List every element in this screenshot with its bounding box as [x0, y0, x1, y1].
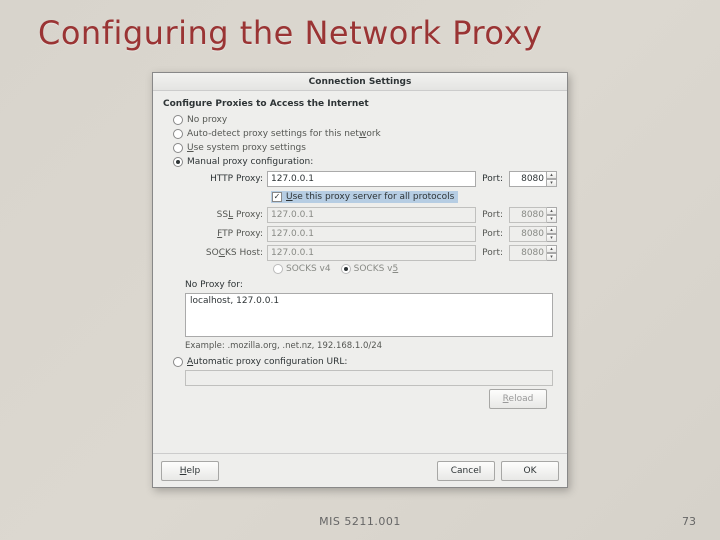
socks-proxy-input: 127.0.0.1: [267, 245, 476, 261]
radio-label: Manual proxy configuration:: [187, 157, 313, 167]
http-port-spinner[interactable]: 8080 ▴▾: [509, 171, 557, 187]
radio-icon: [273, 264, 283, 274]
radio-label: No proxy: [187, 115, 227, 125]
radio-icon: [173, 357, 183, 367]
radio-label: Use system proxy settings: [187, 143, 306, 153]
ftp-port-spinner: 8080 ▴▾: [509, 226, 557, 242]
ssl-proxy-label: SSL Proxy:: [203, 210, 263, 220]
ssl-proxy-row: SSL Proxy: 127.0.0.1 Port: 8080 ▴▾: [203, 207, 557, 223]
dialog-footer: Help Cancel OK: [153, 453, 567, 487]
port-label: Port:: [482, 248, 503, 258]
radio-auto-detect[interactable]: Auto-detect proxy settings for this netw…: [173, 129, 557, 139]
radio-icon: [173, 129, 183, 139]
ftp-proxy-input: 127.0.0.1: [267, 226, 476, 242]
no-proxy-for-textarea[interactable]: localhost, 127.0.0.1: [185, 293, 553, 337]
no-proxy-example: Example: .mozilla.org, .net.nz, 192.168.…: [185, 341, 557, 351]
ok-button[interactable]: OK: [501, 461, 559, 481]
socks-version-row: SOCKS v4 SOCKS v5: [273, 264, 557, 274]
group-title: Configure Proxies to Access the Internet: [163, 99, 557, 109]
slide-footer-course: MIS 5211.001: [0, 515, 720, 528]
dialog-titlebar[interactable]: Connection Settings: [153, 73, 567, 91]
socks-proxy-label: SOCKS Host:: [203, 248, 263, 258]
radio-system-proxy[interactable]: Use system proxy settings: [173, 143, 557, 153]
radio-label: Automatic proxy configuration URL:: [187, 357, 347, 367]
radio-label: Auto-detect proxy settings for this netw…: [187, 129, 381, 139]
radio-auto-config-url[interactable]: Automatic proxy configuration URL:: [173, 357, 557, 367]
radio-icon: [173, 157, 183, 167]
help-button[interactable]: Help: [161, 461, 219, 481]
checkbox-icon: [272, 192, 282, 202]
ftp-proxy-label: FTP Proxy:: [203, 229, 263, 239]
radio-icon: [173, 143, 183, 153]
ssl-port-spinner: 8080 ▴▾: [509, 207, 557, 223]
port-label: Port:: [482, 210, 503, 220]
slide-title: Configuring the Network Proxy: [38, 14, 542, 52]
socks-port-spinner: 8080 ▴▾: [509, 245, 557, 261]
cancel-button[interactable]: Cancel: [437, 461, 495, 481]
radio-icon: [173, 115, 183, 125]
use-for-all-checkbox[interactable]: Use this proxy server for all protocols: [271, 191, 458, 203]
slide-footer-page: 73: [682, 515, 696, 528]
port-label: Port:: [482, 229, 503, 239]
radio-icon: [341, 264, 351, 274]
no-proxy-for-label: No Proxy for:: [185, 280, 557, 290]
port-label: Port:: [482, 174, 503, 184]
connection-settings-dialog: Connection Settings Configure Proxies to…: [152, 72, 568, 488]
socks-v4-radio: SOCKS v4: [273, 264, 331, 274]
radio-manual-proxy[interactable]: Manual proxy configuration:: [173, 157, 557, 167]
http-proxy-row: HTTP Proxy: 127.0.0.1 Port: 8080 ▴▾: [203, 171, 557, 187]
auto-config-url-input: [185, 370, 553, 386]
reload-button: Reload: [489, 389, 547, 409]
socks-v5-radio: SOCKS v5: [341, 264, 399, 274]
checkbox-label: Use this proxy server for all protocols: [286, 192, 454, 202]
ftp-proxy-row: FTP Proxy: 127.0.0.1 Port: 8080 ▴▾: [203, 226, 557, 242]
radio-no-proxy[interactable]: No proxy: [173, 115, 557, 125]
http-proxy-label: HTTP Proxy:: [203, 174, 263, 184]
socks-proxy-row: SOCKS Host: 127.0.0.1 Port: 8080 ▴▾: [203, 245, 557, 261]
ssl-proxy-input: 127.0.0.1: [267, 207, 476, 223]
http-proxy-input[interactable]: 127.0.0.1: [267, 171, 476, 187]
